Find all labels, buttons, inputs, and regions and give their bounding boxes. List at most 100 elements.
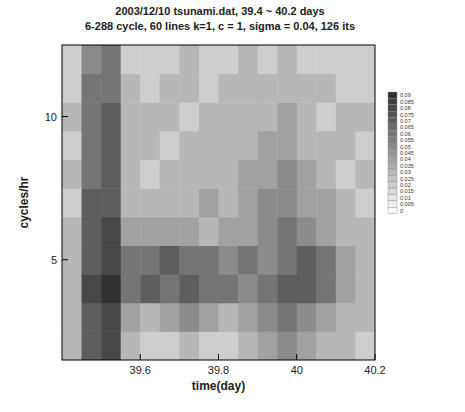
cell bbox=[316, 160, 336, 189]
cell bbox=[140, 274, 160, 303]
cell bbox=[336, 160, 356, 189]
cell bbox=[277, 102, 297, 131]
colorbar-label: 0.005 bbox=[400, 201, 414, 207]
colorbar-label: 0.015 bbox=[400, 188, 414, 194]
cell bbox=[199, 74, 219, 103]
cell bbox=[160, 303, 180, 332]
colorbar-swatch bbox=[388, 207, 397, 213]
cell bbox=[336, 274, 356, 303]
cell bbox=[82, 102, 102, 131]
cell bbox=[199, 303, 219, 332]
cell bbox=[101, 45, 121, 74]
x-tick bbox=[218, 354, 219, 360]
cell bbox=[297, 274, 317, 303]
cell bbox=[179, 245, 199, 274]
cell bbox=[179, 131, 199, 160]
cells bbox=[62, 45, 375, 360]
cell bbox=[258, 274, 278, 303]
cell bbox=[316, 303, 336, 332]
cell bbox=[277, 160, 297, 189]
x-tick-label: 40.2 bbox=[364, 364, 385, 376]
cell bbox=[336, 245, 356, 274]
cell bbox=[160, 45, 180, 74]
cell bbox=[219, 160, 239, 189]
cell bbox=[140, 160, 160, 189]
cell bbox=[238, 160, 258, 189]
cell bbox=[258, 45, 278, 74]
cell bbox=[121, 217, 141, 246]
cell bbox=[238, 45, 258, 74]
cell bbox=[62, 131, 82, 160]
cell bbox=[140, 74, 160, 103]
cell bbox=[336, 102, 356, 131]
colorbar-label: 0.065 bbox=[400, 124, 414, 130]
colorbar-label: 0 bbox=[400, 208, 403, 214]
cell bbox=[140, 188, 160, 217]
cell bbox=[336, 217, 356, 246]
cell bbox=[62, 217, 82, 246]
cell bbox=[219, 131, 239, 160]
colorbar-swatch bbox=[388, 143, 397, 149]
cell bbox=[82, 74, 102, 103]
cell bbox=[355, 188, 375, 217]
cell bbox=[179, 303, 199, 332]
y-tick-label: 10 bbox=[45, 111, 57, 123]
cell bbox=[160, 102, 180, 131]
x-tick-label: 39.6 bbox=[130, 364, 151, 376]
cell bbox=[101, 102, 121, 131]
cell bbox=[179, 188, 199, 217]
colorbar-label: 0.085 bbox=[400, 99, 414, 105]
cell bbox=[179, 102, 199, 131]
colorbar-swatch bbox=[388, 182, 397, 188]
cell bbox=[297, 217, 317, 246]
cell bbox=[238, 245, 258, 274]
cell bbox=[336, 303, 356, 332]
cell bbox=[355, 160, 375, 189]
colorbar-swatch bbox=[388, 130, 397, 136]
cell bbox=[316, 245, 336, 274]
cell bbox=[297, 188, 317, 217]
y-tick-label: 5 bbox=[51, 254, 57, 266]
cell bbox=[140, 45, 160, 74]
cell bbox=[238, 188, 258, 217]
cell bbox=[121, 102, 141, 131]
colorbar-swatch bbox=[388, 118, 397, 124]
cell bbox=[277, 188, 297, 217]
cell bbox=[219, 331, 239, 360]
cell bbox=[297, 131, 317, 160]
cell bbox=[277, 303, 297, 332]
cell bbox=[101, 188, 121, 217]
cell bbox=[101, 274, 121, 303]
cell bbox=[258, 131, 278, 160]
cell bbox=[297, 45, 317, 74]
cell bbox=[219, 303, 239, 332]
cell bbox=[297, 74, 317, 103]
cell bbox=[121, 274, 141, 303]
cell bbox=[160, 245, 180, 274]
x-tick bbox=[140, 354, 141, 360]
cell bbox=[355, 303, 375, 332]
cell bbox=[121, 245, 141, 274]
colorbar-swatch bbox=[388, 162, 397, 168]
cell bbox=[297, 303, 317, 332]
cell bbox=[336, 45, 356, 74]
cell bbox=[238, 274, 258, 303]
colorbar-label: 0.075 bbox=[400, 112, 414, 118]
cell bbox=[355, 45, 375, 74]
cell bbox=[355, 245, 375, 274]
cell bbox=[297, 331, 317, 360]
cell bbox=[219, 102, 239, 131]
cell bbox=[238, 331, 258, 360]
colorbar-label: 0.01 bbox=[400, 195, 411, 201]
cell bbox=[297, 102, 317, 131]
cell bbox=[82, 303, 102, 332]
cell bbox=[277, 74, 297, 103]
cell bbox=[219, 274, 239, 303]
cell bbox=[82, 188, 102, 217]
cell bbox=[336, 131, 356, 160]
colorbar-label: 0.05 bbox=[400, 144, 411, 150]
cell bbox=[179, 217, 199, 246]
colorbar-label: 0.055 bbox=[400, 137, 414, 143]
colorbar-swatch bbox=[388, 98, 397, 104]
cell bbox=[316, 331, 336, 360]
